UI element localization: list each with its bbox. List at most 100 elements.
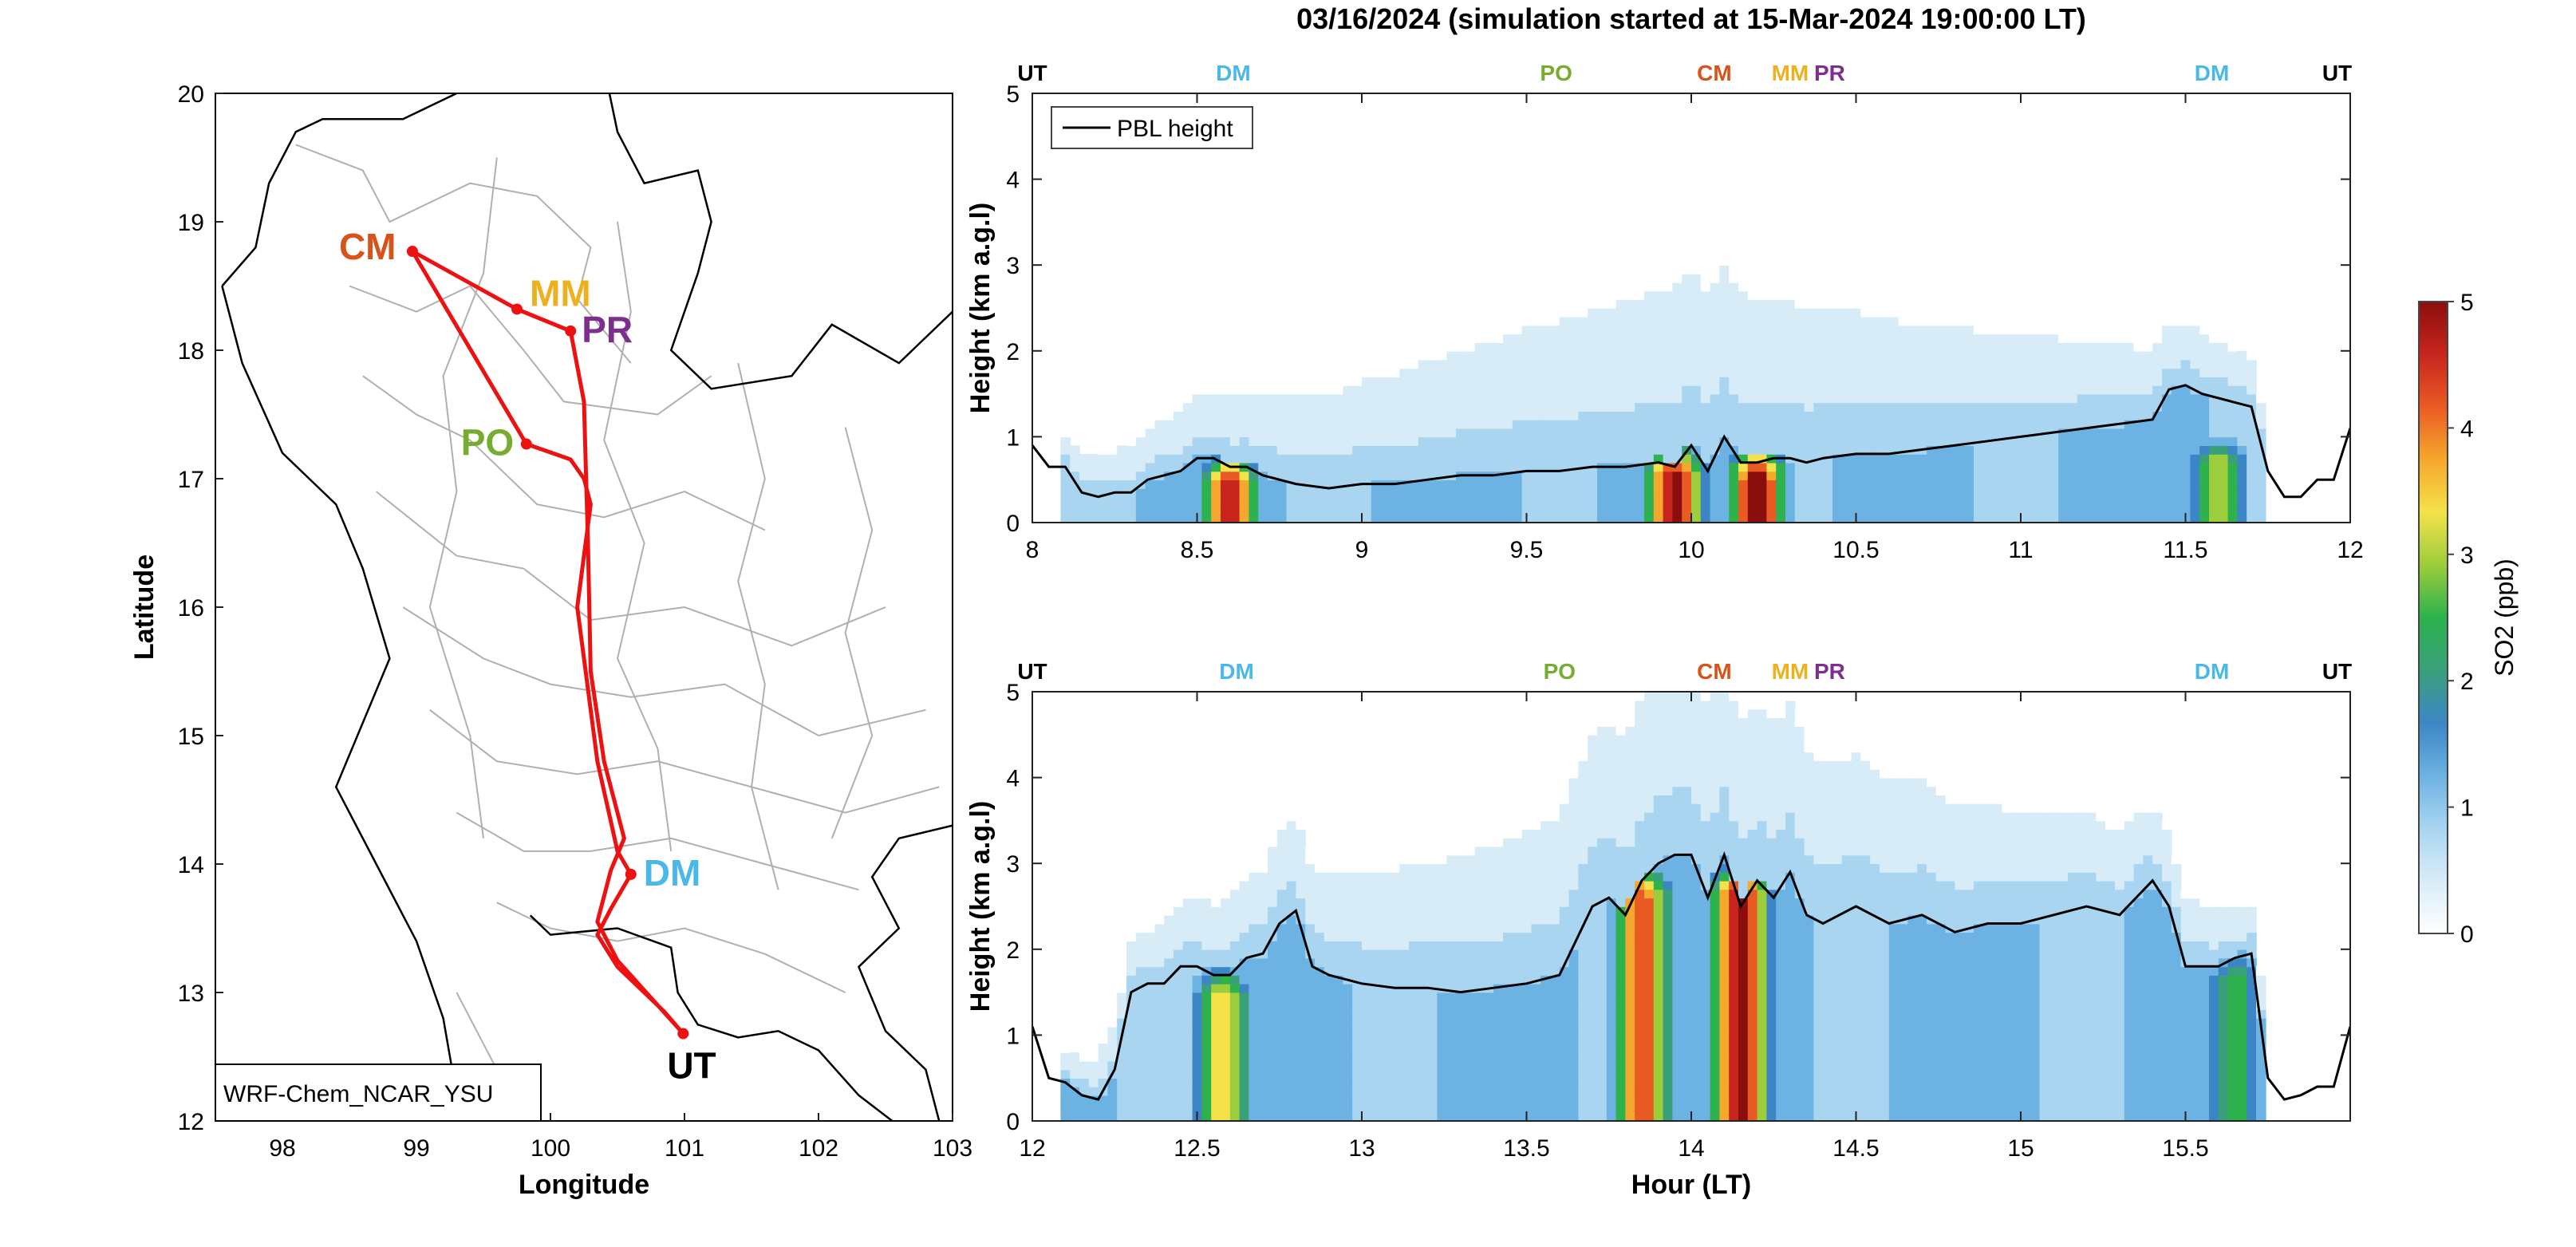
so2-cell xyxy=(1456,923,1466,933)
so2-cell xyxy=(2162,393,2172,404)
so2-cell xyxy=(1550,488,1560,498)
so2-cell xyxy=(1286,514,1297,523)
so2-cell xyxy=(1409,1026,1419,1036)
map-x-tick-label: 98 xyxy=(269,1135,295,1162)
so2-cell xyxy=(1588,428,1598,438)
so2-cell xyxy=(1268,863,1278,873)
so2-cell xyxy=(1474,436,1485,446)
so2-cell xyxy=(1268,385,1278,395)
so2-cell xyxy=(2105,368,2116,377)
so2-cell xyxy=(1333,462,1344,472)
so2-cell xyxy=(1456,445,1466,455)
so2-cell xyxy=(1258,983,1268,993)
so2-cell xyxy=(1371,436,1382,446)
so2-cell xyxy=(1550,949,1560,959)
so2-cell xyxy=(1823,514,1833,523)
so2-cell xyxy=(1380,462,1391,472)
so2-cell xyxy=(1437,1026,1447,1036)
so2-cell xyxy=(1249,1026,1259,1036)
so2-cell xyxy=(1615,316,1627,326)
so2-cell xyxy=(1982,505,1994,515)
so2-cell xyxy=(1145,479,1156,489)
so2-cell xyxy=(1606,846,1617,856)
so2-cell xyxy=(1164,932,1174,941)
so2-cell xyxy=(1568,975,1580,985)
so2-cell xyxy=(1399,1009,1410,1019)
so2-cell xyxy=(1927,505,1937,515)
so2-cell xyxy=(1785,428,1796,438)
so2-cell xyxy=(1427,872,1438,882)
so2-cell xyxy=(1521,308,1533,318)
so2-cell xyxy=(1079,1078,1090,1087)
so2-cell xyxy=(1540,914,1551,925)
so2-cell xyxy=(1427,1095,1438,1105)
so2-cell xyxy=(1446,462,1457,472)
so2-cell xyxy=(1456,488,1466,498)
so2-cell xyxy=(1851,333,1862,343)
so2-cell xyxy=(1823,359,1833,369)
so2-cell xyxy=(1362,932,1372,941)
so2-cell xyxy=(1484,837,1494,847)
so2-cell xyxy=(1427,411,1438,420)
so2-cell xyxy=(1437,462,1447,472)
so2-cell xyxy=(1568,316,1580,326)
so2-cell xyxy=(1286,1044,1297,1053)
so2-cell xyxy=(1070,505,1080,515)
so2-cell xyxy=(1719,316,1730,326)
so2-cell xyxy=(1399,350,1410,361)
so2-cell xyxy=(1851,471,1862,480)
so2-cell xyxy=(1229,941,1241,950)
so2-cell xyxy=(1107,1095,1118,1105)
so2-cell xyxy=(1343,1087,1353,1096)
so2-cell xyxy=(2058,514,2069,523)
so2-cell xyxy=(1700,402,1711,412)
so2-cell xyxy=(1503,1078,1513,1087)
so2-cell xyxy=(1390,402,1400,412)
so2-cell xyxy=(1766,496,1777,507)
so2-cell xyxy=(1776,368,1786,377)
so2-cell xyxy=(1578,880,1588,890)
so2-cell xyxy=(1568,1017,1580,1028)
so2-cell xyxy=(1606,820,1617,830)
so2-cell xyxy=(1615,726,1627,736)
so2-cell xyxy=(1935,377,1947,386)
so2-cell xyxy=(1615,983,1627,993)
so2-cell xyxy=(2115,393,2125,404)
so2-cell xyxy=(1192,906,1203,916)
so2-cell xyxy=(1559,854,1570,864)
so2-cell xyxy=(1249,385,1259,395)
so2-cell xyxy=(1578,436,1588,446)
so2-cell xyxy=(1192,1103,1203,1114)
so2-cell xyxy=(1456,932,1466,941)
so2-cell xyxy=(2105,453,2116,464)
so2-cell xyxy=(1493,316,1504,326)
so2-cell xyxy=(2049,505,2059,515)
so2-cell xyxy=(1362,377,1372,386)
so2-cell xyxy=(1154,1000,1165,1010)
so2-cell xyxy=(1437,471,1447,480)
so2-cell xyxy=(1644,333,1655,343)
so2-cell xyxy=(1663,290,1674,301)
so2-cell xyxy=(1860,325,1871,335)
so2-cell xyxy=(1813,471,1824,480)
so2-cell xyxy=(1531,479,1541,489)
so2-cell xyxy=(1484,854,1494,864)
so2-cell xyxy=(1747,368,1758,377)
so2-cell xyxy=(1606,854,1617,864)
so2-cell xyxy=(1380,923,1391,933)
so2-cell xyxy=(1719,402,1730,412)
so2-cell xyxy=(1229,1035,1241,1044)
so2-cell xyxy=(1785,385,1796,395)
so2-cell xyxy=(1305,1044,1316,1053)
so2-cell xyxy=(1907,411,1918,420)
so2-cell xyxy=(1597,820,1608,830)
so2-cell xyxy=(2180,393,2191,404)
so2-cell xyxy=(1333,436,1344,446)
so2-cell xyxy=(1766,282,1777,292)
so2-cell xyxy=(1079,1112,1090,1121)
so2-cell xyxy=(1644,923,1655,933)
so2-cell xyxy=(1540,496,1551,507)
so2-cell xyxy=(1182,1026,1193,1036)
so2-cell xyxy=(1568,514,1580,523)
so2-cell xyxy=(1182,393,1193,404)
